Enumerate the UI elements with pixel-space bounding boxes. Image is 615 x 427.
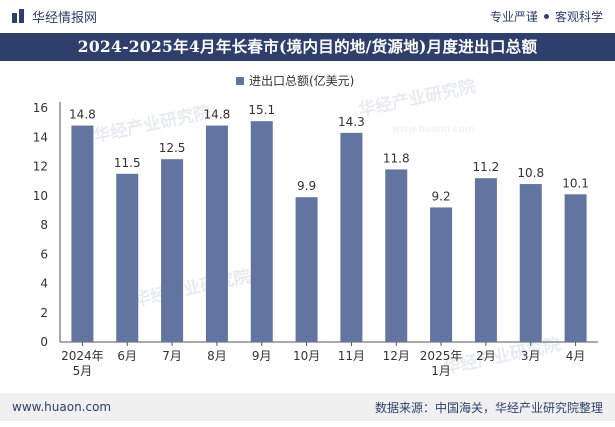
watermark-text: 华经产业研究院: [92, 102, 213, 147]
data-label: 9.2: [432, 189, 451, 203]
source-note: 数据来源：中国海关，华经产业研究院整理: [374, 400, 603, 415]
y-tick-label: 4: [40, 277, 48, 291]
legend-swatch: [236, 77, 244, 85]
data-label: 11.5: [114, 156, 141, 170]
data-label: 11.8: [383, 151, 410, 165]
data-label: 14.8: [204, 108, 231, 122]
brand-logo-icon: [12, 9, 24, 23]
y-tick-label: 0: [40, 335, 48, 349]
tagline-right: 客观科学: [554, 9, 603, 24]
x-tick-label: 9月: [252, 349, 272, 363]
x-tick-label: 12月: [383, 349, 410, 363]
x-tick-label: 2月: [476, 349, 496, 363]
y-tick-label: 6: [40, 247, 48, 261]
data-label: 12.5: [159, 141, 186, 155]
legend-label: 进出口总额(亿美元): [249, 73, 354, 88]
bar: [116, 173, 139, 342]
bar: [161, 159, 184, 342]
watermark-text: 华经产业研究院: [357, 76, 478, 121]
x-tick-label: 11月: [338, 349, 365, 363]
bar: [519, 184, 542, 342]
x-tick-label: 2025年 1月: [420, 349, 463, 378]
tagline-left: 专业严谨: [489, 9, 538, 24]
bar: [250, 121, 273, 342]
data-label: 14.8: [69, 108, 96, 122]
brand: 华经情报网: [12, 7, 97, 26]
footer: www.huaon.com 数据来源：中国海关，华经产业研究院整理: [0, 393, 615, 421]
y-tick-label: 10: [33, 189, 48, 203]
bar: [205, 125, 228, 342]
y-tick-label: 16: [33, 101, 48, 115]
bar: [385, 169, 408, 342]
brand-name: 华经情报网: [32, 10, 98, 26]
bar-chart: 华经产业研究院华经产业研究院华经产业研究院华经产业研究院www.huaon.co…: [33, 73, 598, 379]
y-tick-label: 2: [40, 306, 48, 320]
x-tick-label: 6月: [117, 349, 137, 363]
bar: [295, 197, 318, 342]
data-label: 14.3: [338, 115, 365, 129]
data-label: 10.1: [562, 176, 589, 190]
top-bar: 华经情报网 专业严谨 客观科学: [0, 0, 615, 32]
bullet-icon: [543, 13, 549, 19]
data-label: 10.8: [517, 166, 544, 180]
bar: [564, 194, 587, 342]
data-label: 9.9: [297, 179, 316, 193]
x-tick-label: 7月: [162, 349, 182, 363]
data-label: 15.1: [248, 103, 275, 117]
website-link[interactable]: www.huaon.com: [12, 400, 112, 414]
x-tick-label: 4月: [566, 349, 586, 363]
y-tick-label: 12: [33, 160, 48, 174]
x-tick-label: 8月: [207, 349, 227, 363]
y-tick-label: 8: [40, 218, 48, 232]
y-tick-label: 14: [33, 130, 48, 144]
data-label: 11.2: [473, 160, 500, 174]
bar: [340, 132, 363, 342]
x-tick-label: 10月: [293, 349, 320, 363]
bar: [430, 207, 453, 342]
x-tick-label: 3月: [521, 349, 541, 363]
x-tick-label: 2024年 5月: [61, 349, 104, 378]
watermark-text: 华经产业研究院: [132, 266, 253, 311]
bar: [71, 125, 94, 342]
watermark-url: www.huaon.com: [392, 124, 475, 135]
tagline: 专业严谨 客观科学: [490, 8, 603, 25]
chart-title: 2024-2025年4月年长春市(境内目的地/货源地)月度进出口总额: [0, 33, 615, 61]
bar: [474, 178, 497, 342]
